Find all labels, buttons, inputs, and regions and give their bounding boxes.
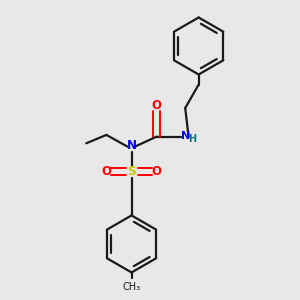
Text: O: O xyxy=(152,165,161,178)
Text: N: N xyxy=(181,131,190,141)
Text: S: S xyxy=(127,165,136,178)
Text: O: O xyxy=(152,99,162,112)
Text: CH₃: CH₃ xyxy=(122,281,141,292)
Text: O: O xyxy=(102,165,112,178)
Text: H: H xyxy=(188,134,197,144)
Text: N: N xyxy=(127,140,136,152)
